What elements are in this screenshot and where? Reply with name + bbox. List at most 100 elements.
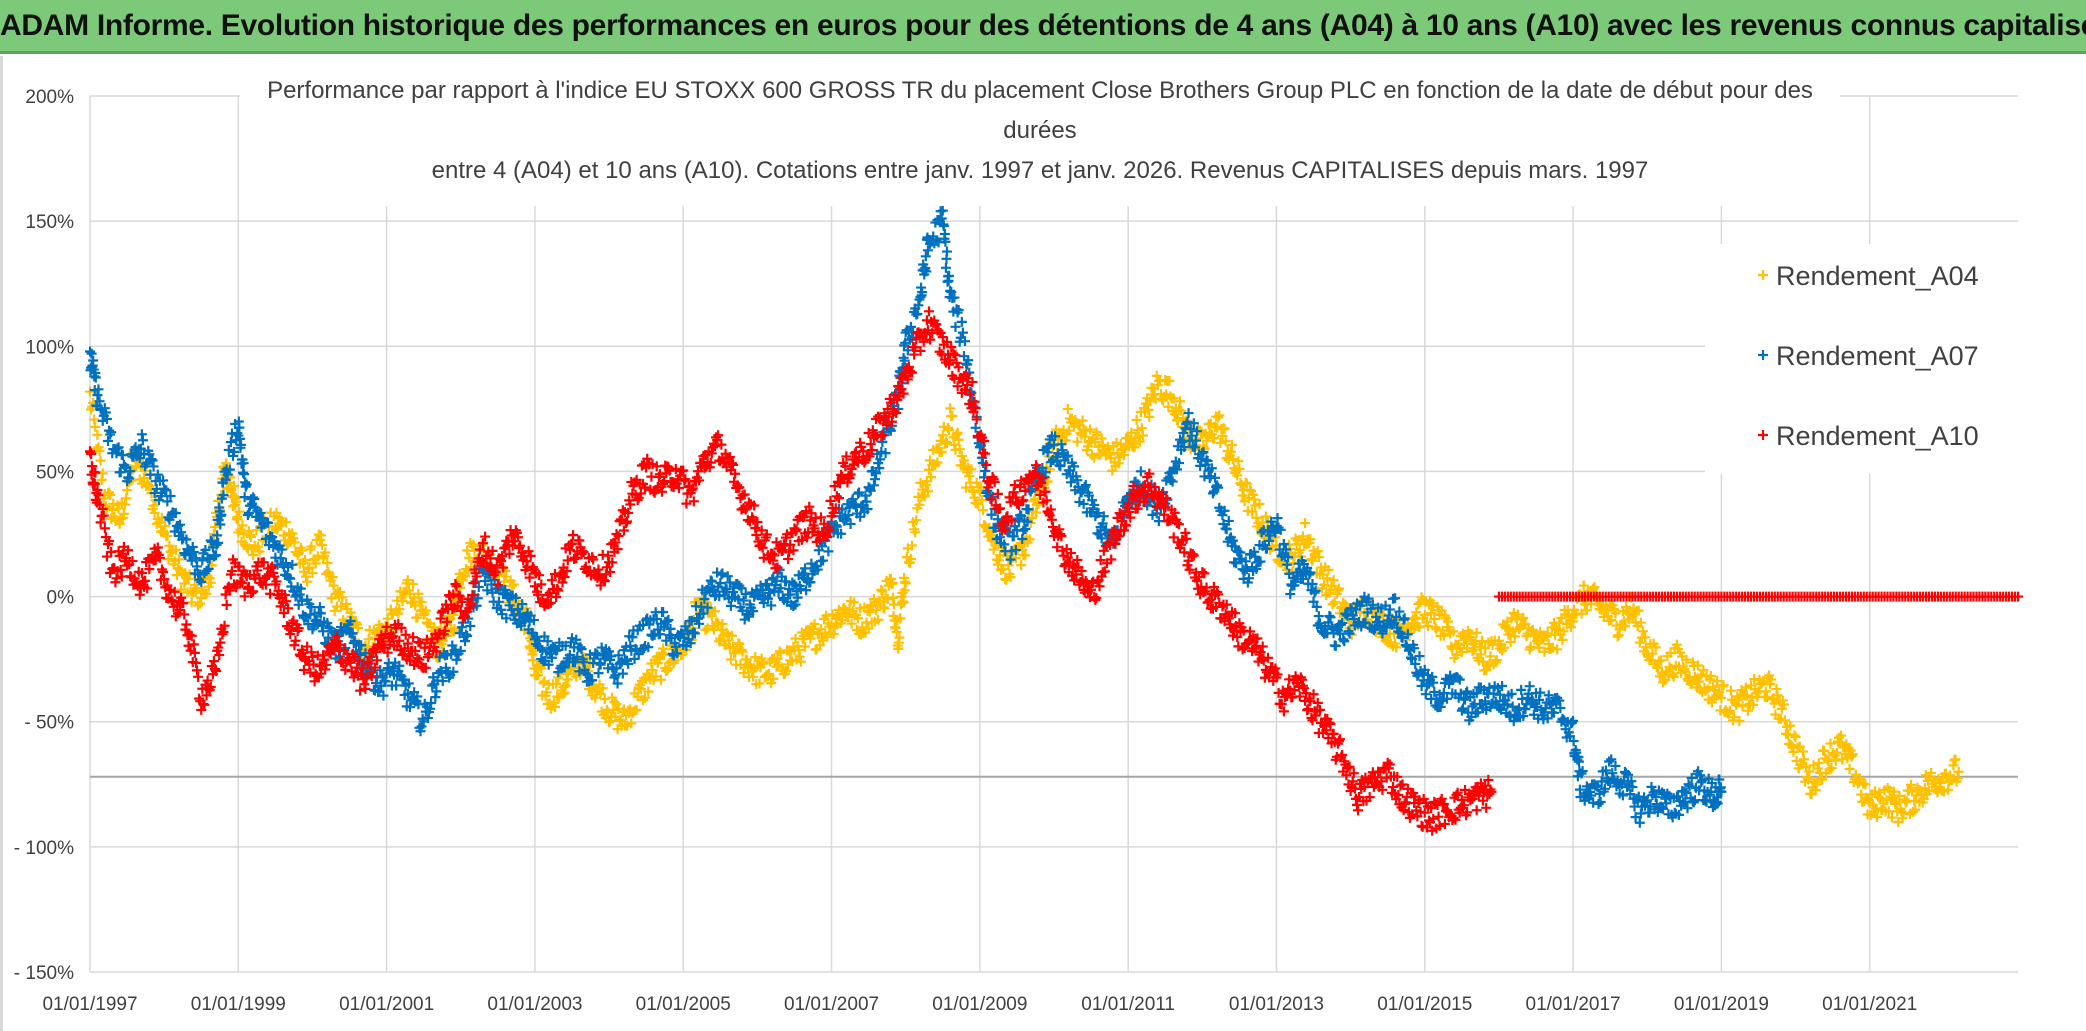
data-point bbox=[766, 678, 777, 689]
data-point bbox=[1135, 466, 1146, 477]
data-point bbox=[800, 641, 811, 652]
data-point bbox=[105, 490, 116, 501]
data-point bbox=[315, 530, 326, 541]
data-point bbox=[1241, 478, 1252, 489]
data-point bbox=[1174, 404, 1184, 415]
data-point bbox=[957, 327, 968, 338]
legend-label: Rendement_A10 bbox=[1776, 421, 1979, 451]
chart-title-line-3: entre 4 (A04) et 10 ans (A10). Cotations… bbox=[432, 157, 1649, 184]
data-point bbox=[225, 437, 236, 448]
data-point bbox=[1411, 607, 1422, 618]
data-point bbox=[954, 444, 965, 455]
data-point bbox=[1414, 622, 1425, 633]
data-point bbox=[926, 472, 937, 483]
data-point bbox=[1260, 511, 1271, 522]
data-point bbox=[1328, 575, 1339, 586]
data-point bbox=[533, 670, 544, 681]
y-tick-label: 50% bbox=[36, 462, 74, 483]
data-point bbox=[1568, 616, 1579, 627]
data-point bbox=[1145, 396, 1156, 407]
data-point bbox=[647, 665, 658, 676]
data-point bbox=[1131, 414, 1142, 425]
x-tick-label: 01/01/2003 bbox=[487, 994, 582, 1015]
data-point bbox=[170, 544, 181, 555]
data-point bbox=[1251, 512, 1262, 523]
data-point bbox=[1507, 626, 1518, 637]
data-point bbox=[875, 596, 886, 607]
data-point bbox=[306, 541, 317, 552]
data-point bbox=[1003, 560, 1014, 571]
data-point bbox=[413, 636, 424, 647]
data-point bbox=[210, 521, 221, 532]
data-point bbox=[978, 505, 989, 516]
data-point bbox=[907, 540, 918, 551]
data-point bbox=[394, 604, 405, 615]
data-point bbox=[702, 623, 713, 634]
data-point bbox=[976, 495, 987, 506]
data-point bbox=[1176, 405, 1187, 416]
data-point bbox=[1480, 643, 1491, 654]
data-point bbox=[895, 613, 906, 624]
data-point bbox=[1950, 754, 1961, 765]
y-tick-label: - 50% bbox=[24, 713, 74, 734]
data-point bbox=[1525, 641, 1536, 652]
data-point bbox=[193, 600, 204, 611]
data-point bbox=[597, 683, 608, 694]
data-point bbox=[420, 605, 431, 616]
data-point bbox=[201, 588, 212, 599]
report-title: ADAM Informe. Evolution historique des p… bbox=[0, 9, 2086, 42]
data-point bbox=[1228, 454, 1239, 465]
data-point bbox=[1214, 410, 1225, 421]
data-point bbox=[640, 692, 651, 703]
data-point bbox=[1307, 555, 1318, 566]
legend-label: Rendement_A04 bbox=[1776, 261, 1979, 291]
data-point bbox=[103, 435, 114, 446]
data-point bbox=[937, 430, 948, 441]
x-tick-label: 01/01/2017 bbox=[1526, 994, 1621, 1015]
data-point bbox=[942, 438, 953, 449]
data-point bbox=[1215, 437, 1226, 448]
data-point bbox=[882, 594, 893, 605]
y-axis-labels: 200%150%100%50%0%- 50%- 100%- 150% bbox=[14, 87, 74, 984]
data-point bbox=[795, 656, 806, 667]
data-point bbox=[1220, 436, 1231, 447]
data-point bbox=[1471, 805, 1482, 816]
data-point bbox=[1333, 583, 1344, 594]
data-point bbox=[863, 623, 874, 634]
data-point bbox=[464, 552, 475, 563]
data-point bbox=[238, 528, 249, 539]
data-point bbox=[327, 572, 338, 583]
data-point bbox=[922, 486, 933, 497]
data-point bbox=[1581, 605, 1592, 616]
data-point bbox=[1491, 655, 1502, 666]
data-point bbox=[1234, 463, 1245, 474]
x-tick-label: 01/01/1999 bbox=[191, 994, 286, 1015]
data-point bbox=[1475, 649, 1486, 660]
data-point bbox=[1337, 750, 1348, 761]
data-point bbox=[550, 702, 561, 713]
data-point bbox=[905, 554, 916, 565]
data-point bbox=[848, 597, 859, 608]
data-point bbox=[506, 581, 517, 592]
data-point bbox=[809, 619, 820, 630]
data-point bbox=[725, 600, 736, 611]
data-point bbox=[1063, 425, 1074, 436]
data-point bbox=[1168, 393, 1179, 404]
x-tick-label: 01/01/2013 bbox=[1229, 994, 1324, 1015]
data-point bbox=[160, 521, 171, 532]
data-point bbox=[713, 430, 724, 441]
data-point bbox=[1509, 631, 1520, 642]
data-point bbox=[234, 506, 245, 517]
data-point bbox=[1330, 640, 1341, 651]
data-point bbox=[461, 564, 472, 575]
data-point bbox=[932, 457, 943, 468]
y-tick-label: - 150% bbox=[14, 963, 74, 984]
data-point bbox=[1323, 564, 1334, 575]
data-point bbox=[846, 618, 857, 629]
data-point bbox=[1448, 626, 1459, 637]
chart-title-line-1: Performance par rapport à l'indice EU ST… bbox=[267, 77, 1813, 104]
data-point bbox=[1438, 630, 1449, 641]
data-point bbox=[1089, 452, 1100, 463]
data-point bbox=[1300, 518, 1311, 529]
data-point bbox=[1593, 798, 1604, 809]
